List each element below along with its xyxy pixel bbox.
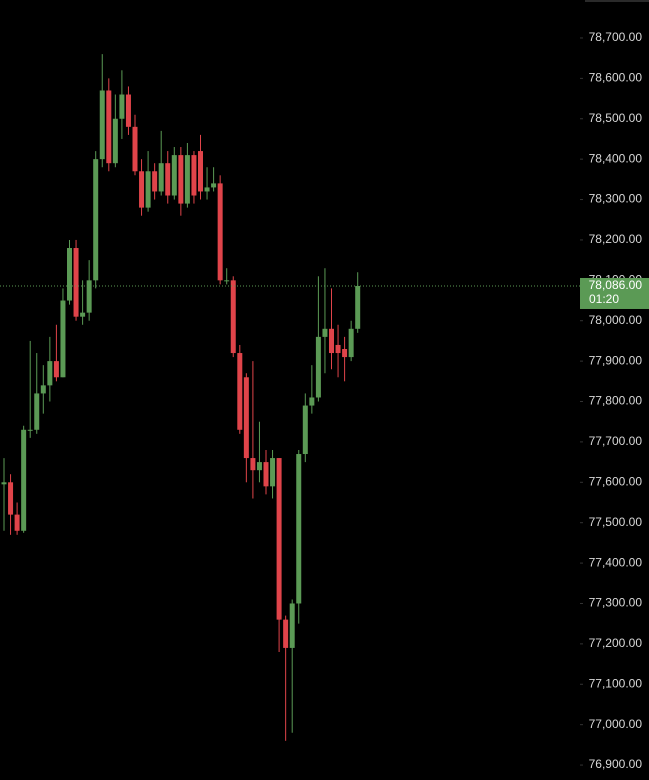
candle-body [204,187,210,192]
candle-body [40,385,46,394]
candle-body [211,183,217,188]
y-tick-label: 77,000.00 [589,717,643,731]
candle-body [125,94,131,127]
candle-body [53,361,59,378]
candle-body [355,285,361,329]
y-tick-label: 77,100.00 [589,676,643,690]
candle-body [80,312,86,317]
y-tick-label: 78,400.00 [589,151,643,165]
candle-body [106,90,112,164]
candle-body [191,155,197,196]
y-tick-label: 78,200.00 [589,232,643,246]
last-price-box [580,277,649,309]
candle-body [34,393,40,430]
y-tick-label: 77,600.00 [589,474,643,488]
candle-body [263,462,269,487]
candle-body [302,405,308,455]
candle-body [335,344,341,354]
y-tick-label: 77,400.00 [589,555,643,569]
candle-body [283,619,289,648]
candle-body [152,171,158,192]
candle-body [60,300,66,378]
candle-body [315,336,321,398]
candle-body [250,458,256,471]
y-tick-label: 76,900.00 [589,757,643,771]
candle-body [296,454,302,604]
candle-body [230,280,236,354]
y-tick-label: 78,700.00 [589,30,643,44]
y-tick-label: 78,600.00 [589,71,643,85]
candle-body [309,397,315,406]
y-tick-label: 77,900.00 [589,353,643,367]
candle-body [73,248,79,317]
candle-body [165,163,171,196]
candle-body [243,377,249,459]
candle-body [270,458,276,487]
candle-body [86,280,92,313]
candle-body [322,328,328,337]
candle-body [198,151,203,192]
candle-body [224,280,230,282]
candle-body [184,155,190,204]
candle-body [145,171,151,208]
y-tick-label: 77,500.00 [589,515,643,529]
candle-body [93,159,99,281]
candle-body [27,429,33,431]
candle-body [67,248,72,301]
candle-body [171,155,177,196]
candle-body [1,482,7,485]
candle-body [237,353,243,430]
candle-body [256,462,262,471]
candle-body [329,328,334,354]
y-tick-label: 78,000.00 [589,313,643,327]
candle-body [132,126,138,172]
candle-body [178,155,184,204]
candle-body [289,603,295,648]
candle-body [139,171,145,208]
countdown: 01:20 [589,292,619,306]
y-tick-label: 78,300.00 [589,192,643,206]
candle-body [8,482,14,515]
candle-body [14,514,20,531]
candle-body [99,90,105,160]
candle-body [21,429,27,531]
candle-body [112,118,118,164]
y-tick-label: 77,200.00 [589,636,643,650]
candle-body [217,183,223,281]
candle-body [158,163,164,192]
candle-body [119,94,125,119]
last-price-label: 78,086.00 [589,278,643,292]
y-tick-label: 78,500.00 [589,111,643,125]
candle-body [276,458,282,620]
candle-body [342,349,348,358]
y-tick-label: 77,300.00 [589,596,643,610]
candle-body [348,328,354,358]
candle-body [47,361,53,386]
y-tick-label: 77,700.00 [589,434,643,448]
y-tick-label: 77,800.00 [589,394,643,408]
